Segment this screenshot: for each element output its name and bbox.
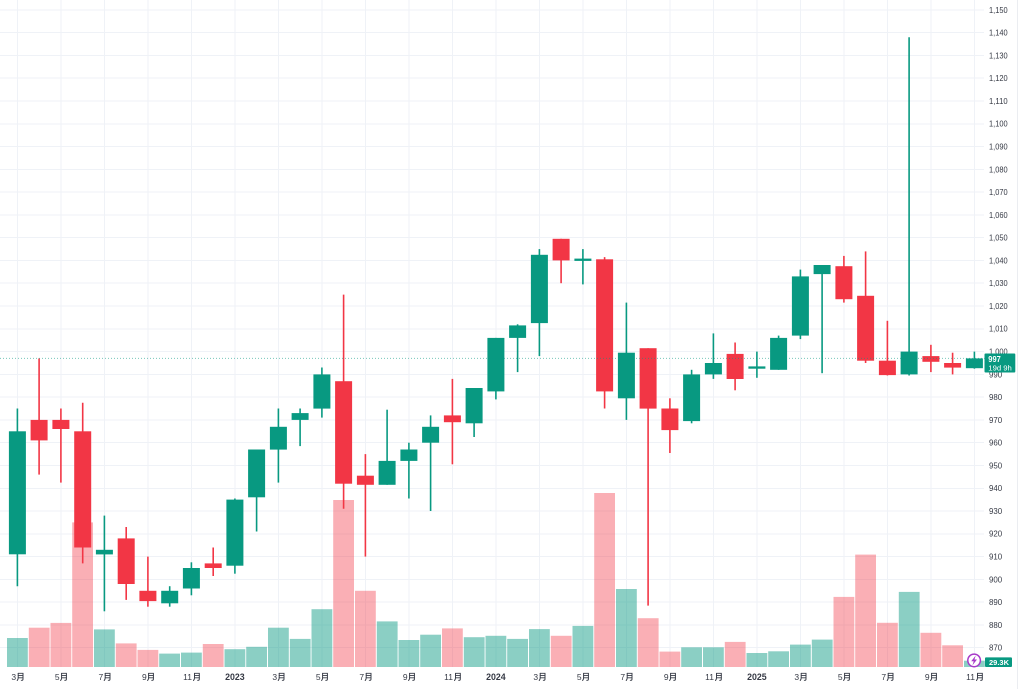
svg-text:1,100: 1,100 xyxy=(989,119,1008,129)
svg-text:970: 970 xyxy=(989,415,1003,425)
svg-text:890: 890 xyxy=(989,597,1003,607)
svg-text:7: 7 xyxy=(99,672,104,682)
svg-text:9: 9 xyxy=(664,672,669,682)
svg-text:930: 930 xyxy=(989,506,1003,516)
svg-text:1,030: 1,030 xyxy=(989,278,1008,288)
svg-text:1,040: 1,040 xyxy=(989,255,1008,265)
svg-text:11: 11 xyxy=(966,672,975,682)
svg-text:1,020: 1,020 xyxy=(989,301,1008,311)
svg-text:2025: 2025 xyxy=(747,672,767,682)
svg-text:1,140: 1,140 xyxy=(989,28,1008,38)
svg-text:1,000: 1,000 xyxy=(989,347,1008,357)
svg-text:1,130: 1,130 xyxy=(989,50,1008,60)
svg-text:920: 920 xyxy=(989,529,1003,539)
svg-text:9: 9 xyxy=(403,672,408,682)
svg-text:3: 3 xyxy=(794,672,799,682)
svg-text:997: 997 xyxy=(988,354,1001,364)
svg-text:7: 7 xyxy=(359,672,364,682)
svg-text:3: 3 xyxy=(533,672,538,682)
svg-text:990: 990 xyxy=(989,369,1003,379)
svg-text:880: 880 xyxy=(989,620,1003,630)
svg-text:2024: 2024 xyxy=(486,672,506,682)
svg-text:2023: 2023 xyxy=(225,672,245,682)
svg-text:9: 9 xyxy=(925,672,930,682)
svg-text:11: 11 xyxy=(705,672,714,682)
svg-text:1,090: 1,090 xyxy=(989,142,1008,152)
svg-text:950: 950 xyxy=(989,460,1003,470)
svg-text:11: 11 xyxy=(183,672,192,682)
svg-text:7: 7 xyxy=(881,672,886,682)
svg-text:1,070: 1,070 xyxy=(989,187,1008,197)
svg-text:5: 5 xyxy=(316,672,321,682)
svg-text:29.3K: 29.3K xyxy=(989,658,1010,667)
svg-text:3: 3 xyxy=(272,672,277,682)
svg-text:11: 11 xyxy=(444,672,453,682)
svg-text:1,120: 1,120 xyxy=(989,73,1008,83)
svg-text:1,150: 1,150 xyxy=(989,5,1008,15)
svg-text:1,050: 1,050 xyxy=(989,233,1008,243)
svg-text:19d 9h: 19d 9h xyxy=(988,365,1012,372)
svg-text:1,060: 1,060 xyxy=(989,210,1008,220)
svg-text:980: 980 xyxy=(989,392,1003,402)
svg-text:1,080: 1,080 xyxy=(989,164,1008,174)
svg-text:960: 960 xyxy=(989,438,1003,448)
svg-text:940: 940 xyxy=(989,483,1003,493)
svg-text:870: 870 xyxy=(989,643,1003,653)
svg-text:5: 5 xyxy=(55,672,60,682)
svg-text:1,110: 1,110 xyxy=(989,96,1008,106)
svg-text:5: 5 xyxy=(577,672,582,682)
svg-text:900: 900 xyxy=(989,574,1003,584)
svg-text:7: 7 xyxy=(620,672,625,682)
svg-text:910: 910 xyxy=(989,552,1003,562)
svg-text:3: 3 xyxy=(11,672,16,682)
svg-text:9: 9 xyxy=(142,672,147,682)
svg-text:1,010: 1,010 xyxy=(989,324,1008,334)
svg-text:5: 5 xyxy=(838,672,843,682)
